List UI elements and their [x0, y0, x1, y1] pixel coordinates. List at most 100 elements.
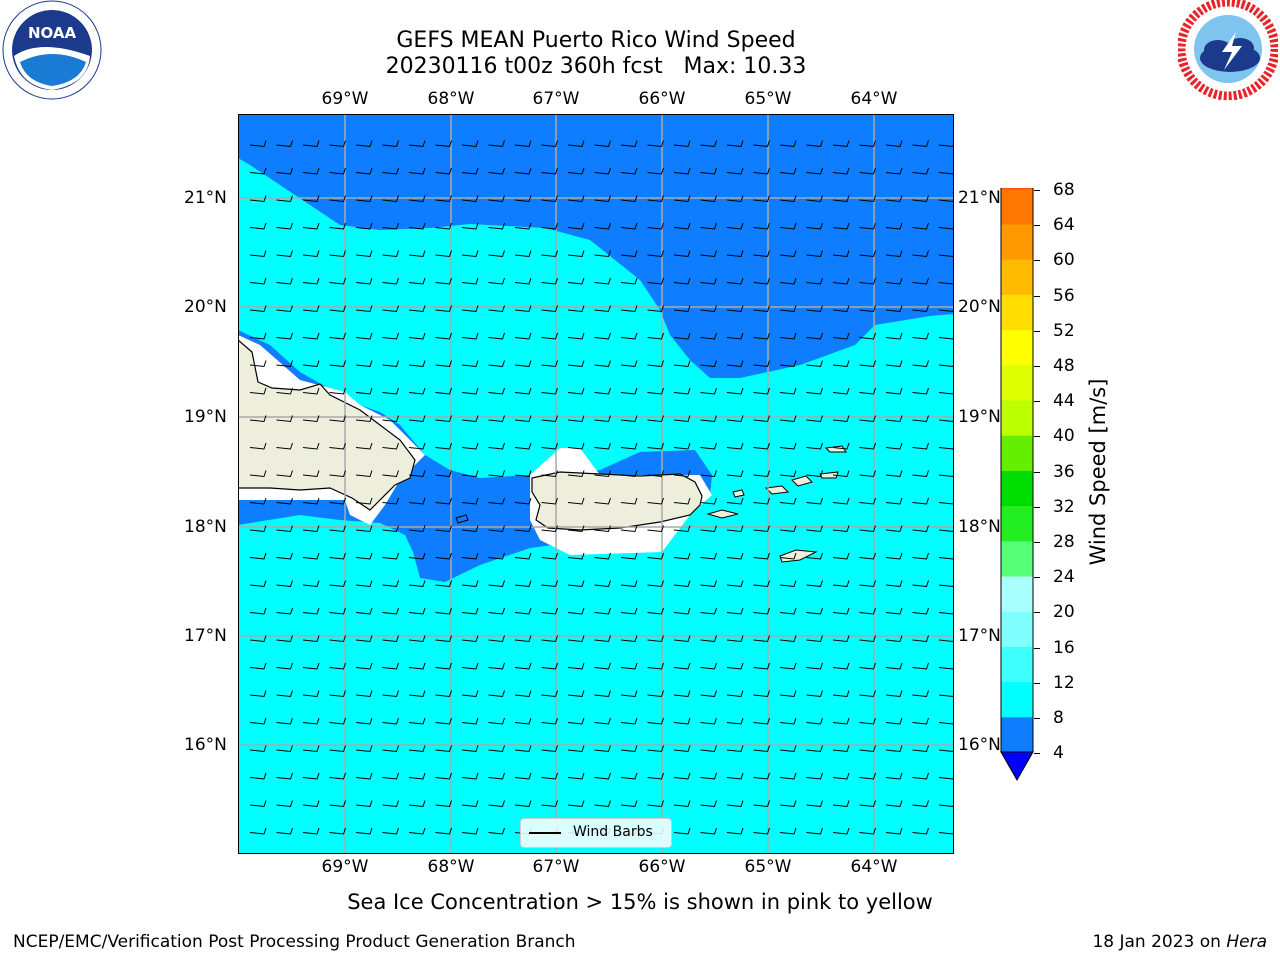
wind-barb [408, 387, 426, 395]
wind-barb [329, 772, 346, 780]
wind-barb [461, 470, 479, 478]
wind-barb [382, 525, 399, 533]
wind-barb [859, 442, 876, 450]
colorbar-segment [1001, 294, 1033, 331]
wind-barb [912, 552, 929, 560]
wind-barb [567, 250, 585, 258]
wind-barb [249, 387, 267, 395]
wind-barb [302, 195, 320, 203]
wind-barb [700, 580, 717, 588]
wind-barb [620, 442, 638, 450]
wind-barb [700, 827, 717, 835]
wind-barb [673, 772, 691, 780]
wind-barb [276, 442, 293, 450]
colorbar-tick [1034, 577, 1040, 579]
wind-barb [329, 470, 346, 478]
colorbar-tick [1034, 753, 1040, 755]
wind-barb [673, 745, 691, 753]
footer-host: Hera [1226, 932, 1267, 952]
wind-barb [700, 662, 717, 670]
wind-barb [488, 827, 505, 835]
wind-barb [620, 470, 638, 478]
wind-barb [647, 470, 664, 478]
map-legend: Wind Barbs [520, 818, 672, 848]
wind-barb [329, 140, 346, 148]
wind-barb [435, 497, 452, 505]
lat-label-left: 17°N [184, 626, 227, 646]
wind-barb [382, 277, 399, 285]
wind-barb [726, 222, 744, 230]
wind-barb [329, 607, 346, 615]
colorbar-tick [1034, 330, 1040, 332]
colorbar-segment [1001, 259, 1033, 295]
wind-barb [329, 250, 346, 258]
wind-barb [779, 250, 797, 258]
wind-barb [461, 745, 479, 753]
wind-barb [514, 415, 532, 423]
wind-barb [647, 607, 664, 615]
wind-barb [461, 195, 479, 203]
wind-barb [435, 167, 452, 175]
wind-barb [647, 717, 664, 725]
sea-ice-note: Sea Ice Concentration > 15% is shown in … [0, 890, 1280, 914]
wind-barb [435, 360, 452, 368]
wind-barb [594, 332, 611, 340]
wind-barb [620, 167, 638, 175]
wind-barb [382, 195, 399, 203]
wind-barb [779, 277, 797, 285]
wind-barb [355, 772, 373, 780]
wind-barb [355, 525, 373, 533]
wind-barb [276, 167, 293, 175]
wind-barb [620, 250, 638, 258]
wind-barb [620, 387, 638, 395]
wind-barb [753, 552, 770, 560]
wind-barb [435, 607, 452, 615]
wind-barb [355, 360, 373, 368]
lon-label-top: 67°W [532, 89, 580, 109]
wind-barb [832, 387, 850, 395]
wind-barb [355, 250, 373, 258]
wind-barb [488, 525, 505, 533]
wind-barb [302, 717, 320, 725]
wind-barb [541, 305, 558, 313]
wind-barb [488, 332, 505, 340]
colorbar-tick-label: 64 [1053, 215, 1075, 236]
wind-barb [249, 662, 267, 670]
wind-barb [912, 222, 929, 230]
wind-barb [567, 635, 585, 643]
wind-barb [514, 387, 532, 395]
wind-barb [726, 662, 744, 670]
wind-barb [779, 800, 797, 808]
wind-barb [620, 525, 638, 533]
wind-barb [541, 497, 558, 505]
wind-barb [753, 745, 770, 753]
wind-barb [249, 607, 267, 615]
wind-barb [726, 305, 744, 313]
wind-barb [435, 635, 452, 643]
wind-barb [302, 277, 320, 285]
wind-barb [594, 415, 611, 423]
wind-barb [408, 195, 426, 203]
wind-barb [329, 415, 346, 423]
wind-barb [832, 360, 850, 368]
wind-barb [594, 800, 611, 808]
wind-barb [912, 387, 929, 395]
wind-barb [249, 745, 267, 753]
wind-barb [276, 222, 293, 230]
graticule [238, 114, 954, 854]
wind-barb [302, 635, 320, 643]
wind-barb [726, 717, 744, 725]
wind-barb [541, 635, 558, 643]
colorbar-tick [1034, 612, 1040, 614]
chart-title: GEFS MEAN Puerto Rico Wind Speed [396, 28, 796, 53]
wind-barb [382, 167, 399, 175]
colorbar-segment [1001, 646, 1033, 683]
wind-barb [408, 497, 426, 505]
wind-barb [514, 277, 532, 285]
colorbar-tick-label: 16 [1053, 637, 1075, 658]
wind-barb [329, 442, 346, 450]
wind-barb [461, 360, 479, 368]
wind-barb [806, 607, 823, 615]
wind-barb [567, 360, 585, 368]
wind-barb [355, 580, 373, 588]
